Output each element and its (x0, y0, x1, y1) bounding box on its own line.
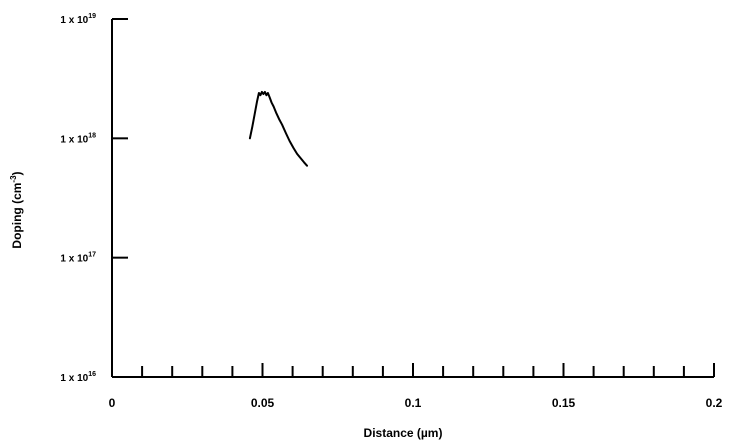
x-axis-label: Distance (µm) (364, 426, 443, 440)
x-tick-label: 0.2 (706, 396, 723, 410)
x-tick-label: 0 (109, 396, 116, 410)
y-tick-label: 1 x 1016 (60, 371, 96, 384)
axes: 0 0.05 0.1 0.15 0.2 1 x 1016 1 x 1017 1 x 1018 1… (60, 13, 722, 410)
labels: Distance (µm) Doping (cm-3) (9, 171, 442, 440)
x-tick-label: 0.1 (405, 396, 422, 410)
y-tick-label: 1 x 1019 (60, 13, 96, 26)
doping-profile-line (248, 90, 308, 167)
y-axis-label: Doping (cm-3) (9, 171, 24, 248)
x-tick-label: 0.15 (552, 396, 576, 410)
y-tick-label: 1 x 1017 (60, 252, 96, 265)
y-tick-label: 1 x 1018 (60, 132, 96, 145)
series-layer (248, 90, 308, 167)
x-tick-label: 0.05 (251, 396, 275, 410)
